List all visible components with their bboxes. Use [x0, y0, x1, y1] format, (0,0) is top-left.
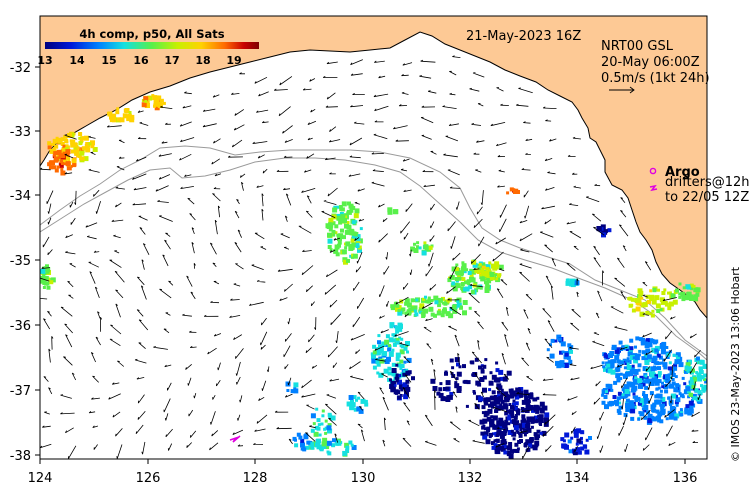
sst-colorbar-legend: 4h comp, p50, All Sats 13 14 15 16 17 18 19 [37, 27, 259, 67]
drifter-track[interactable] [229, 435, 241, 443]
lon-tick-label: 128 [243, 471, 268, 486]
colorbar-tick-label: 19 [226, 54, 241, 67]
product-line-3: 0.5m/s (1kt 24h) [601, 71, 710, 86]
lon-tick-label: 134 [565, 471, 590, 486]
colorbar [45, 42, 259, 49]
colorbar-tick-label: 15 [101, 54, 116, 67]
current-vectors [40, 55, 701, 459]
lat-tick-label: -37 [10, 384, 31, 399]
latitude-axis: -32 -33 -34 -35 -36 -37 -38 [10, 61, 40, 464]
colorbar-tick-label: 17 [164, 54, 179, 67]
lat-tick-label: -35 [10, 254, 31, 269]
lon-tick-label: 136 [673, 471, 698, 486]
product-line-2: 20-May 06:00Z [601, 55, 700, 70]
drifter-track[interactable] [649, 184, 658, 192]
sst-patches [40, 94, 707, 459]
lat-tick-label: -34 [10, 189, 31, 204]
drifters-line-2: to 22/05 12Z [665, 190, 749, 205]
colorbar-tick-label: 14 [69, 54, 85, 67]
product-line-1: NRT00 GSL [601, 39, 674, 54]
lat-tick-label: -32 [10, 61, 31, 76]
longitude-axis: 124 126 128 130 132 134 136 [28, 459, 698, 486]
credit-text: © IMOS 23-May-2023 13:06 Hobart [729, 266, 742, 462]
argo-markers [229, 167, 658, 443]
colorbar-tick-label: 13 [37, 54, 52, 67]
lon-tick-label: 124 [28, 471, 53, 486]
colorbar-tick-label: 16 [133, 54, 149, 67]
argo-float-marker[interactable] [649, 167, 657, 175]
bathymetry-contours [40, 145, 707, 361]
lon-tick-label: 126 [136, 471, 161, 486]
plot-frame [39, 15, 708, 460]
lon-tick-label: 130 [351, 471, 376, 486]
lat-tick-label: -33 [10, 125, 31, 140]
drifters-line-1: drifters@12h [665, 175, 750, 190]
lon-tick-label: 132 [458, 471, 483, 486]
lat-tick-label: -38 [10, 449, 31, 464]
colorbar-tick-label: 18 [195, 54, 210, 67]
lat-tick-label: -36 [10, 319, 31, 334]
date-label: 21-May-2023 16Z [466, 29, 581, 44]
scale-arrow [609, 86, 635, 94]
legend-title: 4h comp, p50, All Sats [79, 27, 224, 41]
argo-label: Argo [665, 165, 700, 180]
